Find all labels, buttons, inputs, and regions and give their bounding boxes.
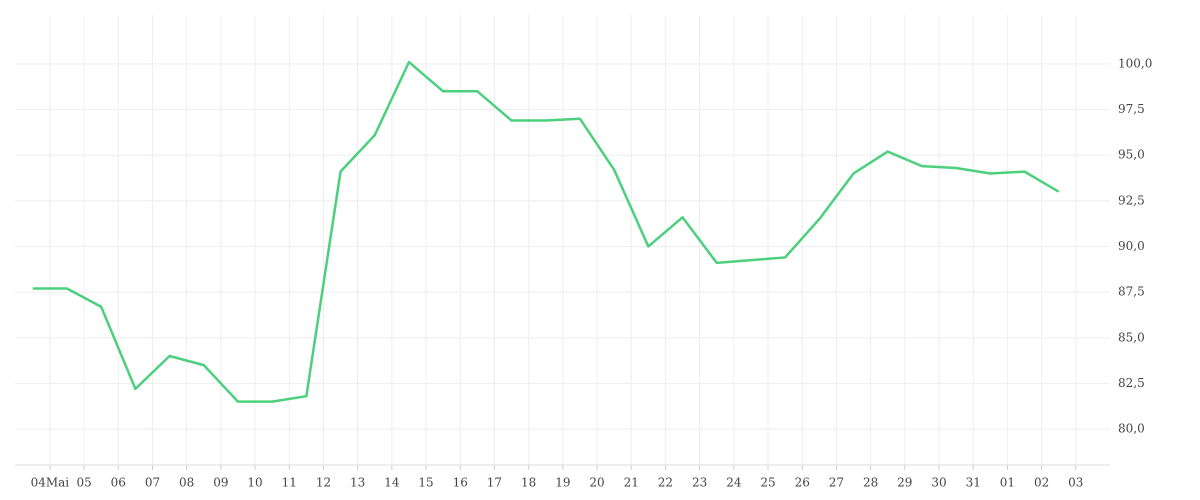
- x-tick-label: 31: [966, 476, 981, 490]
- x-tick-label: 05: [76, 476, 91, 490]
- x-tick-label: 10: [247, 476, 262, 490]
- x-tick-label: 07: [145, 476, 160, 490]
- y-tick-label: 82,5: [1118, 376, 1145, 390]
- x-tick-label: 21: [624, 476, 639, 490]
- x-tick-label: 12: [316, 476, 331, 490]
- y-tick-label: 97,5: [1118, 102, 1145, 116]
- x-tick-label: 16: [453, 476, 468, 490]
- y-tick-label: 92,5: [1118, 193, 1145, 207]
- x-tick-label: 18: [521, 476, 536, 490]
- x-tick-label: 08: [179, 476, 194, 490]
- x-tick-label: 23: [692, 476, 707, 490]
- x-tick-label: 22: [658, 476, 673, 490]
- y-tick-label: 95,0: [1118, 148, 1145, 162]
- x-tick-label: 13: [350, 476, 365, 490]
- x-tick-label: 09: [213, 476, 228, 490]
- x-tick-label: 19: [555, 476, 570, 490]
- x-tick-label: 02: [1034, 476, 1049, 490]
- x-tick-label: 06: [111, 476, 126, 490]
- x-tick-label: 04Mai: [31, 476, 70, 490]
- x-tick-label: 20: [589, 476, 604, 490]
- y-tick-label: 90,0: [1118, 239, 1145, 253]
- x-tick-label: 28: [863, 476, 878, 490]
- x-tick-label: 27: [829, 476, 844, 490]
- x-tick-label: 01: [1000, 476, 1015, 490]
- y-tick-label: 85,0: [1118, 330, 1145, 344]
- y-tick-label: 87,5: [1118, 285, 1145, 299]
- y-tick-label: 80,0: [1118, 422, 1145, 436]
- x-tick-label: 26: [795, 476, 810, 490]
- x-tick-label: 15: [418, 476, 433, 490]
- x-tick-label: 11: [282, 476, 297, 490]
- x-tick-label: 29: [897, 476, 912, 490]
- x-tick-label: 30: [931, 476, 946, 490]
- x-tick-label: 24: [726, 476, 742, 490]
- line-series: [32, 60, 1060, 403]
- x-tick-label: 17: [487, 476, 502, 490]
- x-tick-label: 25: [760, 476, 775, 490]
- y-tick-label: 100,0: [1118, 56, 1152, 70]
- x-tick-label: 14: [384, 476, 400, 490]
- x-tick-label: 03: [1068, 476, 1083, 490]
